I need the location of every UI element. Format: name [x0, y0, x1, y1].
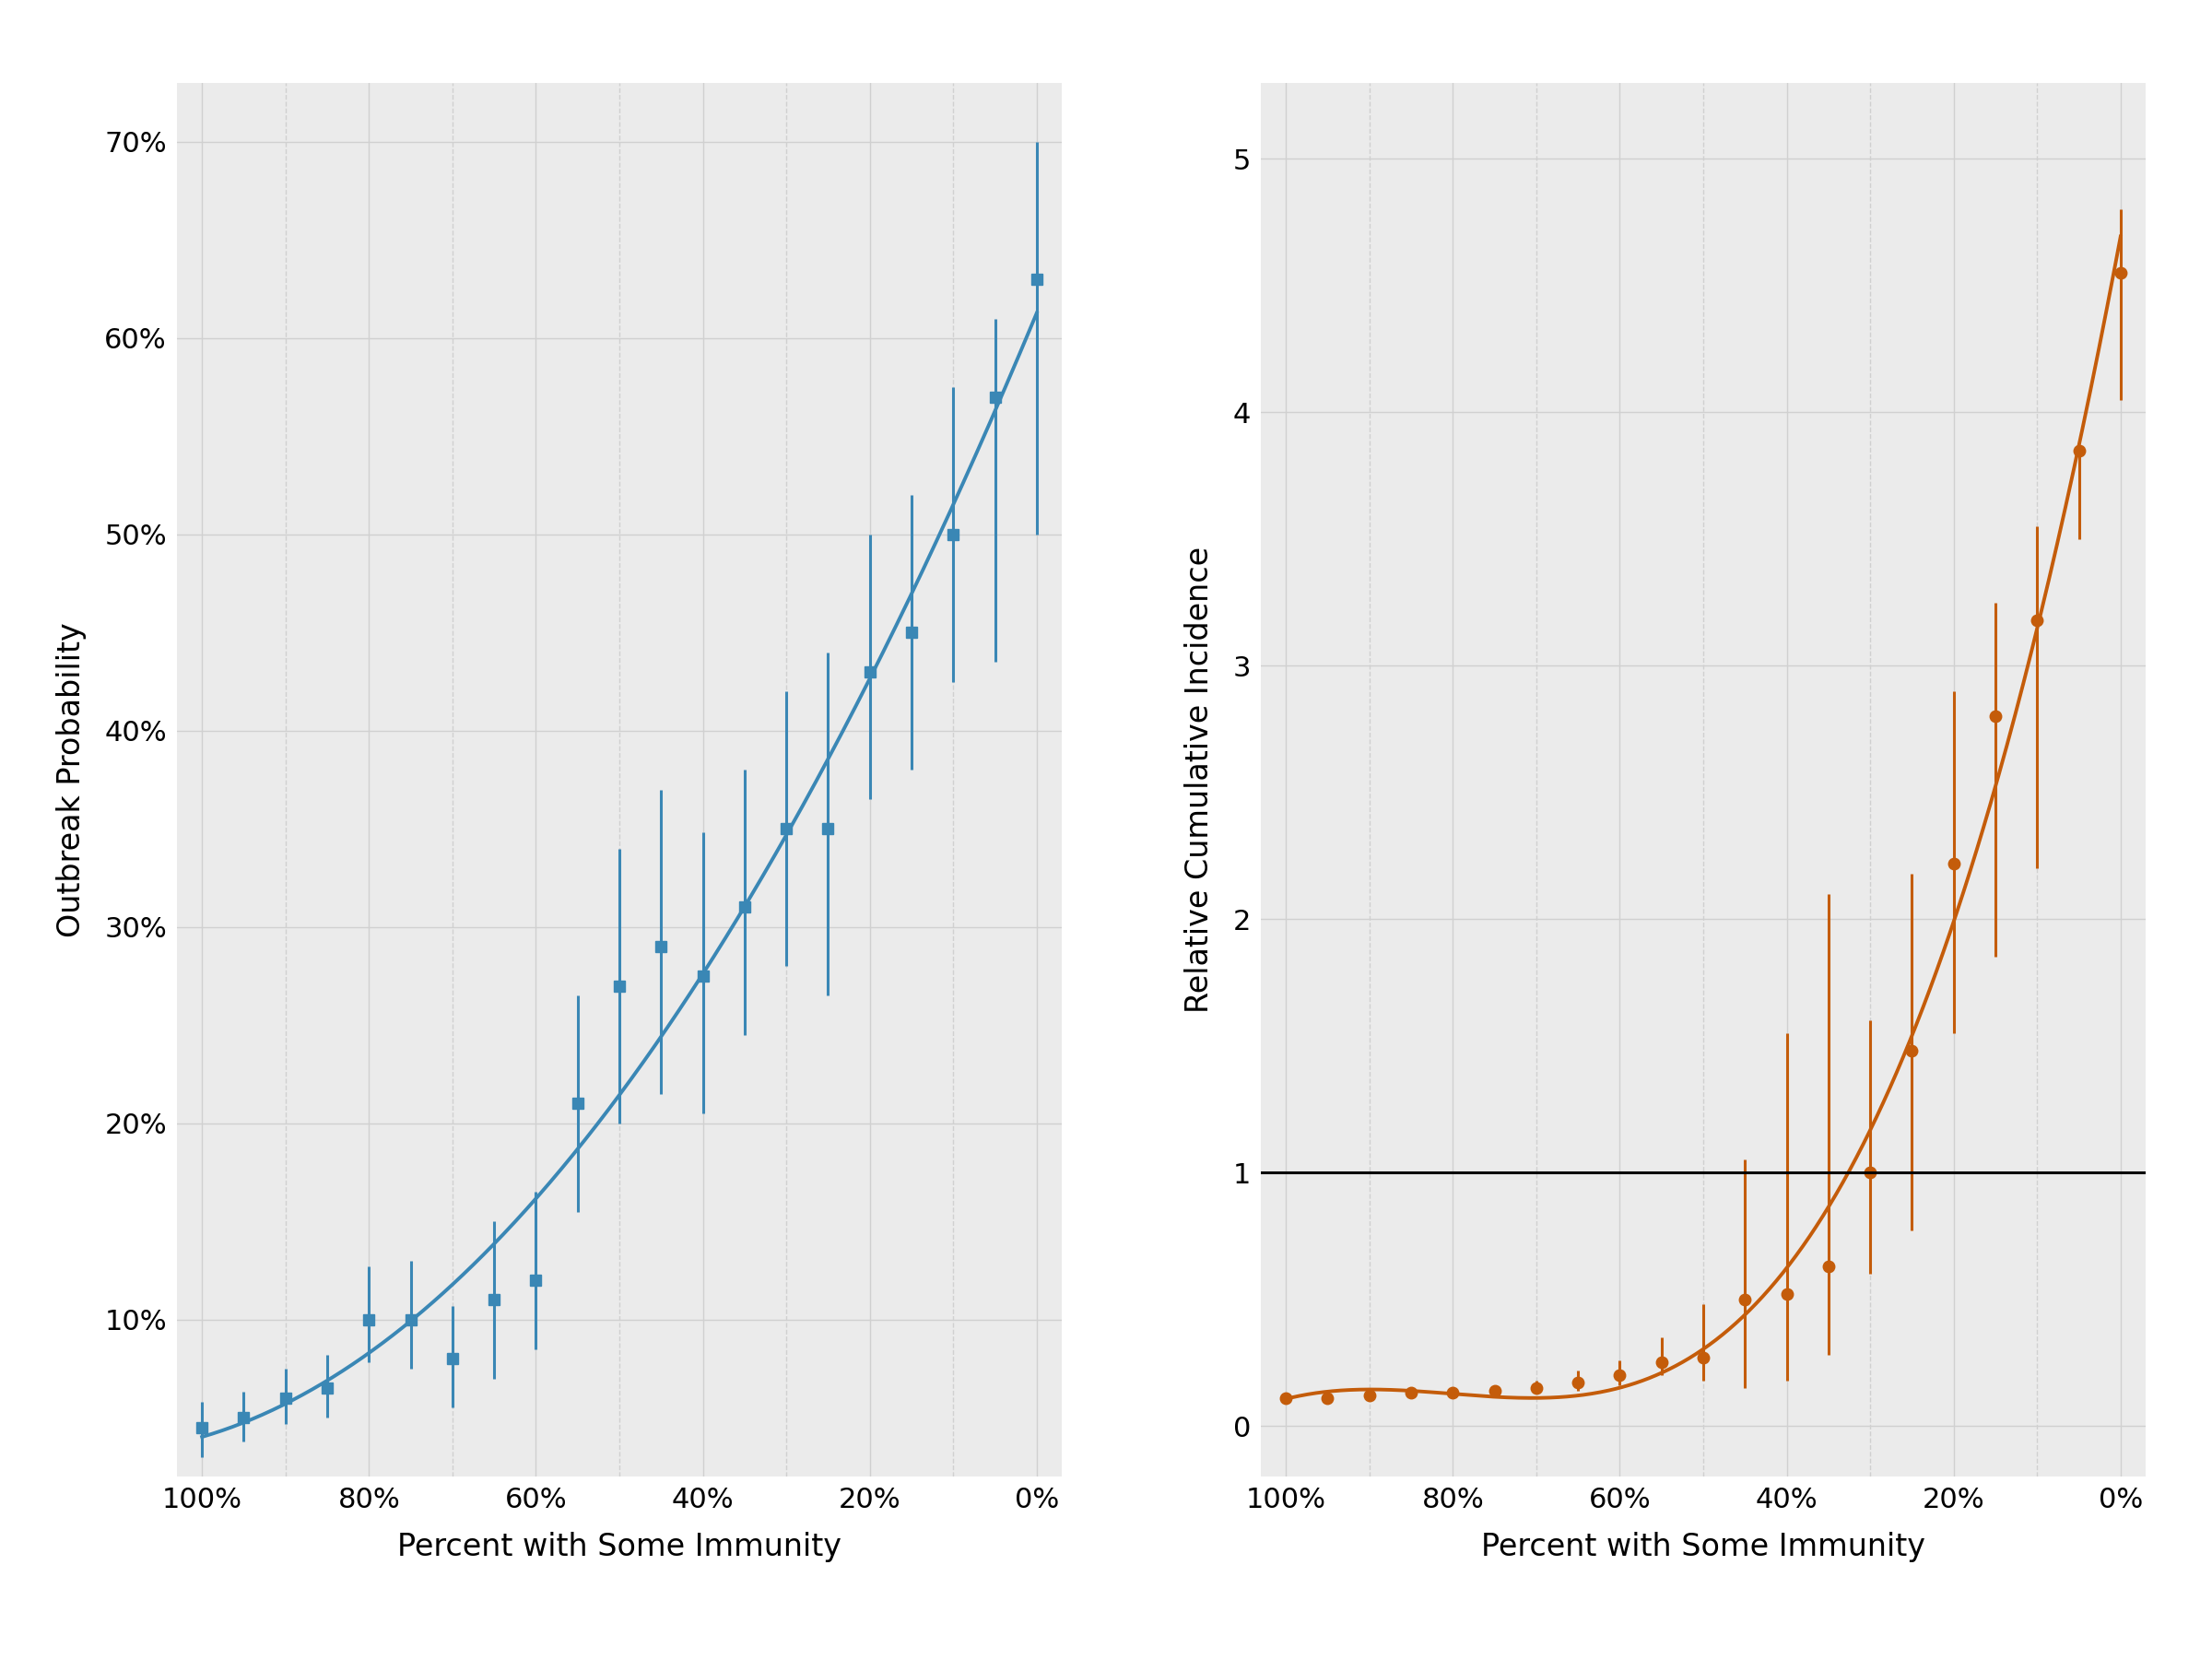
Y-axis label: Outbreak Probability: Outbreak Probability — [55, 622, 86, 937]
X-axis label: Percent with Some Immunity: Percent with Some Immunity — [1482, 1531, 1924, 1561]
Y-axis label: Relative Cumulative Incidence: Relative Cumulative Incidence — [1183, 546, 1214, 1014]
X-axis label: Percent with Some Immunity: Percent with Some Immunity — [398, 1531, 841, 1561]
